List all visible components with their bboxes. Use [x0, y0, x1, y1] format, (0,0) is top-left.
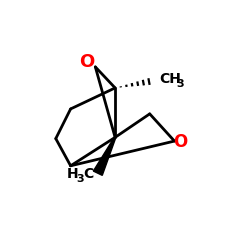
Text: C: C	[84, 168, 94, 181]
Text: 3: 3	[176, 79, 184, 89]
Text: O: O	[79, 53, 94, 71]
Text: O: O	[174, 133, 188, 151]
Text: CH: CH	[159, 72, 181, 86]
Text: H: H	[67, 168, 78, 181]
Polygon shape	[93, 137, 116, 175]
Text: 3: 3	[77, 174, 84, 184]
